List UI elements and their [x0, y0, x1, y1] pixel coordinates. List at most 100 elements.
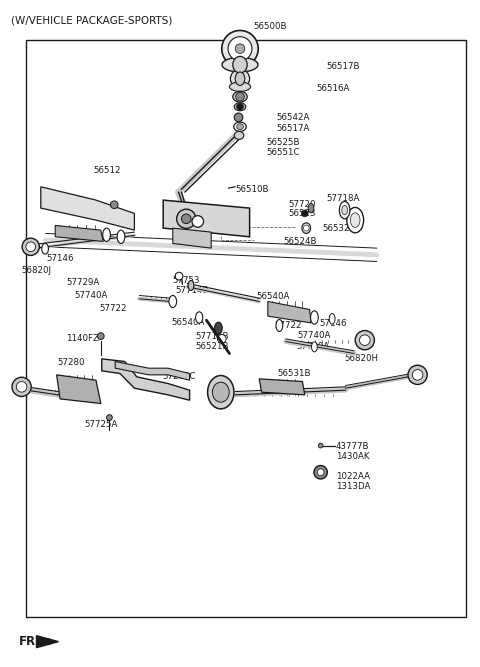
Circle shape [107, 415, 112, 420]
Text: 57729A: 57729A [66, 277, 99, 287]
Text: 1022AA: 1022AA [336, 472, 370, 482]
Ellipse shape [237, 124, 243, 129]
Ellipse shape [347, 207, 364, 233]
Text: 56542A: 56542A [276, 113, 310, 122]
Ellipse shape [234, 122, 246, 131]
Circle shape [110, 201, 118, 209]
Text: 56532B: 56532B [323, 223, 356, 233]
Ellipse shape [339, 201, 350, 219]
Circle shape [181, 214, 191, 223]
Circle shape [234, 113, 243, 121]
Polygon shape [55, 225, 103, 241]
Ellipse shape [230, 69, 250, 88]
Ellipse shape [229, 82, 251, 91]
Polygon shape [57, 375, 101, 404]
Text: 57722: 57722 [275, 321, 302, 330]
Text: 56512: 56512 [94, 165, 121, 175]
Circle shape [360, 335, 370, 346]
Ellipse shape [312, 342, 317, 352]
Circle shape [317, 469, 324, 476]
Ellipse shape [117, 230, 125, 243]
Text: 56525B: 56525B [266, 137, 300, 147]
Ellipse shape [311, 311, 318, 324]
Text: 57718A: 57718A [326, 193, 360, 203]
Polygon shape [102, 359, 190, 400]
Text: 56524B: 56524B [283, 237, 317, 246]
Text: 56551C: 56551C [266, 147, 300, 157]
Ellipse shape [329, 313, 335, 324]
Polygon shape [173, 228, 211, 248]
Ellipse shape [233, 57, 247, 73]
Text: 56820H: 56820H [345, 354, 379, 364]
Ellipse shape [342, 205, 348, 215]
Circle shape [97, 333, 104, 340]
Text: 56531B: 56531B [277, 369, 311, 378]
Circle shape [22, 238, 39, 255]
Text: 57729A: 57729A [297, 342, 330, 351]
Text: 57720: 57720 [288, 199, 315, 209]
Text: 1313DA: 1313DA [336, 482, 371, 491]
Text: (W/VEHICLE PACKAGE-SPORTS): (W/VEHICLE PACKAGE-SPORTS) [11, 15, 172, 25]
Text: 56523: 56523 [288, 209, 315, 218]
Ellipse shape [188, 281, 194, 291]
Circle shape [412, 370, 423, 380]
Circle shape [303, 225, 309, 231]
Ellipse shape [302, 223, 311, 233]
Text: 57722: 57722 [100, 303, 127, 313]
Ellipse shape [215, 322, 222, 334]
Circle shape [16, 382, 27, 392]
Circle shape [217, 335, 226, 343]
Polygon shape [41, 187, 134, 230]
Text: 57753: 57753 [173, 276, 200, 285]
Text: 57725A: 57725A [84, 420, 118, 429]
Text: FR.: FR. [19, 635, 41, 648]
Ellipse shape [103, 228, 110, 241]
Ellipse shape [196, 311, 203, 323]
Ellipse shape [234, 131, 244, 139]
Polygon shape [268, 301, 311, 323]
Circle shape [408, 366, 427, 384]
Text: 56540A: 56540A [172, 318, 205, 327]
Text: 57280: 57280 [58, 358, 85, 368]
Bar [26, 40, 466, 617]
Text: 57146: 57146 [319, 319, 347, 328]
Text: 57260C: 57260C [162, 372, 196, 381]
Circle shape [355, 331, 374, 350]
Circle shape [237, 103, 243, 110]
Circle shape [235, 44, 245, 53]
Polygon shape [36, 636, 59, 648]
Circle shape [236, 93, 244, 101]
Text: 56540A: 56540A [257, 291, 290, 301]
Ellipse shape [234, 103, 246, 111]
Polygon shape [115, 362, 190, 380]
Ellipse shape [169, 295, 177, 307]
Polygon shape [259, 379, 305, 395]
Text: 57146: 57146 [46, 253, 73, 263]
Text: 1430AK: 1430AK [336, 452, 370, 461]
Ellipse shape [308, 203, 314, 213]
Text: 56516A: 56516A [317, 83, 350, 93]
Text: 56517B: 56517B [326, 62, 360, 71]
Ellipse shape [233, 91, 247, 102]
Circle shape [301, 210, 308, 217]
Text: 56521B: 56521B [196, 342, 229, 352]
Text: 57740A: 57740A [298, 331, 331, 340]
Text: 57714B: 57714B [196, 331, 229, 341]
Circle shape [222, 31, 258, 67]
Circle shape [192, 215, 204, 227]
Circle shape [175, 272, 183, 280]
Circle shape [177, 209, 196, 228]
Text: 57714B: 57714B [175, 286, 209, 295]
Circle shape [318, 443, 323, 448]
Circle shape [314, 466, 327, 479]
Ellipse shape [208, 376, 234, 409]
Circle shape [26, 242, 36, 251]
Ellipse shape [350, 213, 360, 227]
Ellipse shape [42, 243, 48, 254]
Ellipse shape [235, 72, 245, 85]
Polygon shape [163, 200, 250, 237]
Text: 56500B: 56500B [253, 22, 287, 31]
Ellipse shape [222, 57, 258, 72]
Text: 43777B: 43777B [336, 442, 370, 452]
Text: 57740A: 57740A [74, 291, 108, 300]
